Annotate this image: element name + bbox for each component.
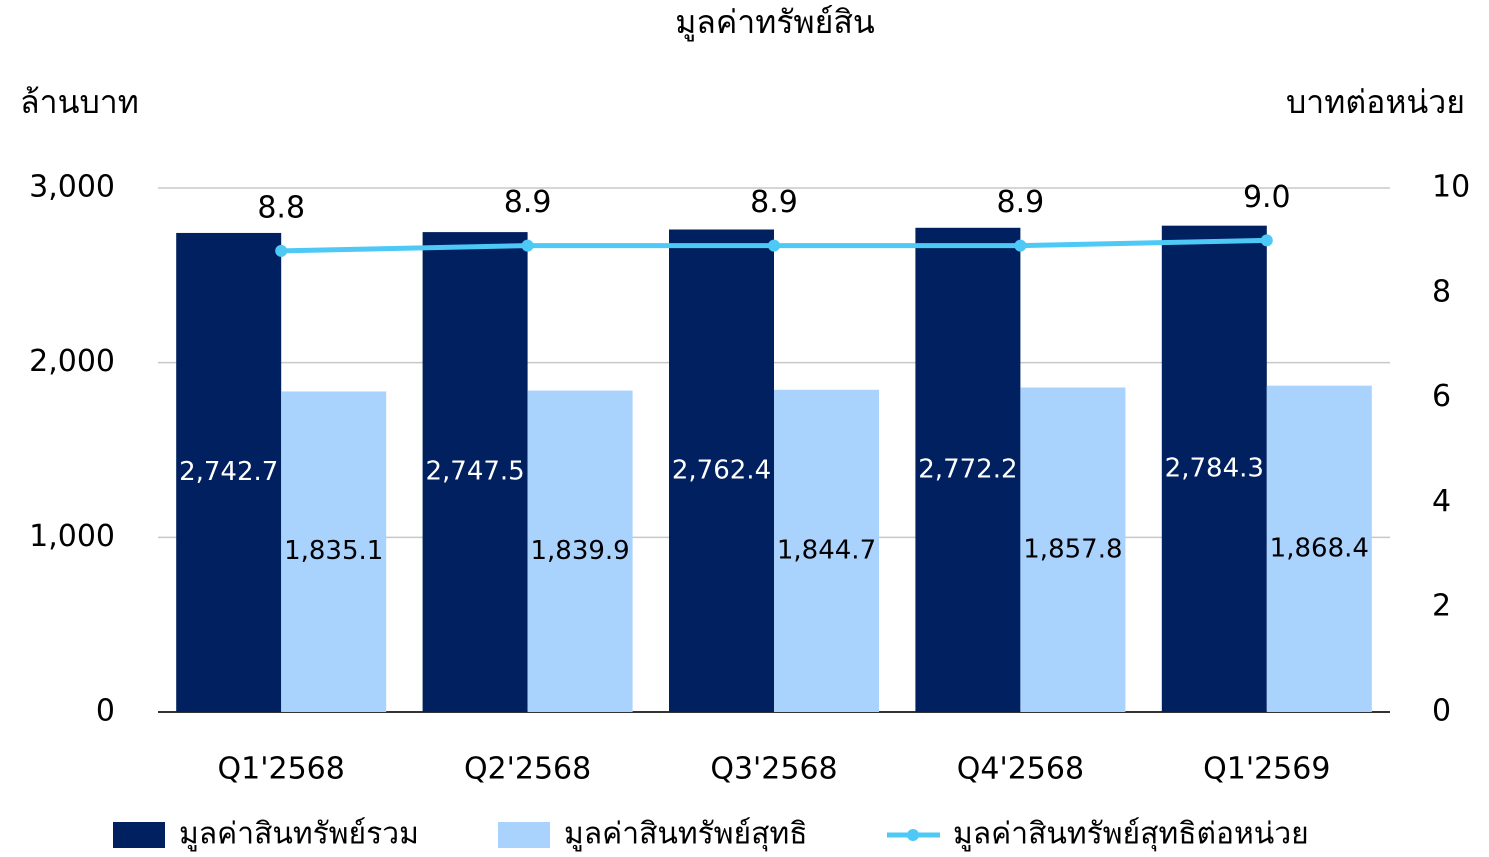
data-label: 1,835.1 <box>284 536 383 566</box>
x-tick-label: Q4'2568 <box>957 752 1084 787</box>
legend-swatch <box>113 822 165 848</box>
y2-tick-label: 0 <box>1432 694 1451 729</box>
line-point <box>768 239 780 252</box>
y-tick-label: 0 <box>96 694 115 729</box>
legend-label: มูลค่าสินทรัพย์สุทธิต่อหน่วย <box>953 817 1309 853</box>
bar <box>1266 385 1372 712</box>
data-label: 1,868.4 <box>1270 533 1369 563</box>
y-tick-label: 3,000 <box>29 170 115 205</box>
bar <box>281 391 387 712</box>
x-tick-label: Q1'2568 <box>218 752 345 787</box>
data-label: 2,747.5 <box>425 457 524 487</box>
data-label: 2,742.7 <box>179 457 278 487</box>
legend-label: มูลค่าสินทรัพย์สุทธิ <box>564 817 808 853</box>
y2-axis-title: บาทต่อหน่วย <box>1286 83 1465 121</box>
bar <box>527 390 633 712</box>
data-label: 9.0 <box>1243 180 1291 215</box>
bar <box>1161 225 1267 712</box>
line-point <box>1014 239 1027 252</box>
y2-tick-label: 4 <box>1432 484 1451 519</box>
chart-title: มูลค่าทรัพย์สิน <box>675 3 875 42</box>
data-label: 8.9 <box>750 185 798 220</box>
y-tick-label: 2,000 <box>29 344 115 379</box>
x-tick-label: Q3'2568 <box>710 752 837 787</box>
bar <box>774 389 879 712</box>
data-label: 2,762.4 <box>672 455 771 485</box>
data-label: 8.8 <box>257 190 305 225</box>
y2-tick-label: 6 <box>1432 379 1451 414</box>
data-label: 8.9 <box>504 185 552 220</box>
data-label: 1,839.9 <box>530 536 629 566</box>
data-label: 1,844.7 <box>777 535 876 565</box>
x-tick-label: Q2'2568 <box>464 752 591 787</box>
bar <box>669 229 774 712</box>
y2-tick-label: 8 <box>1432 274 1451 309</box>
data-label: 1,857.8 <box>1023 534 1122 564</box>
legend-swatch <box>498 822 550 848</box>
legend-label: มูลค่าสินทรัพย์รวม <box>179 817 419 852</box>
y-tick-label: 1,000 <box>29 519 115 554</box>
bar <box>1020 387 1126 712</box>
x-tick-label: Q1'2569 <box>1203 752 1330 787</box>
bar <box>422 232 528 712</box>
line-point <box>275 244 288 257</box>
data-label: 2,784.3 <box>1165 453 1264 483</box>
y-axis-title: ล้านบาท <box>20 83 139 121</box>
data-label: 8.9 <box>997 185 1045 220</box>
y2-tick-label: 2 <box>1432 589 1451 624</box>
bar <box>176 232 282 713</box>
line-point <box>1260 234 1273 247</box>
bar <box>915 227 1021 712</box>
legend-swatch <box>907 829 919 841</box>
line-point <box>521 239 534 252</box>
y2-tick-label: 10 <box>1432 170 1470 205</box>
data-label: 2,772.2 <box>918 454 1017 484</box>
